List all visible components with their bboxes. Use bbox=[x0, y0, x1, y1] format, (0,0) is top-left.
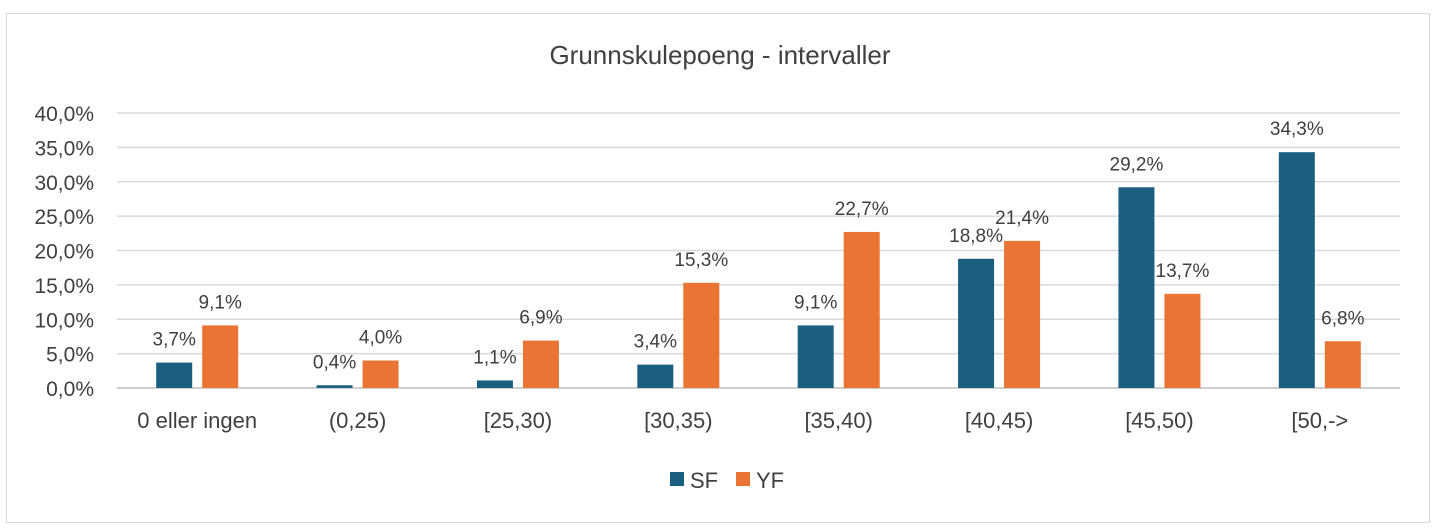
gridlines bbox=[117, 112, 1400, 389]
chart-title: Grunnskulepoeng - intervaller bbox=[549, 40, 890, 70]
data-label-sf: 3,7% bbox=[153, 330, 196, 351]
data-label-sf: 34,3% bbox=[1270, 119, 1324, 140]
data-label-sf: 9,1% bbox=[794, 292, 837, 313]
data-label-yf: 21,4% bbox=[995, 208, 1049, 229]
y-tick-label: 30,0% bbox=[34, 172, 94, 195]
y-tick-label: 10,0% bbox=[34, 309, 94, 332]
bar-sf bbox=[1278, 152, 1315, 388]
data-label-yf: 13,7% bbox=[1156, 261, 1210, 282]
data-label-sf: 29,2% bbox=[1110, 154, 1164, 175]
bar-yf bbox=[522, 340, 559, 388]
data-label-sf: 3,4% bbox=[634, 332, 677, 353]
y-tick-label: 5,0% bbox=[46, 344, 94, 367]
data-label-yf: 4,0% bbox=[359, 328, 402, 349]
legend-label-sf: SF bbox=[690, 468, 718, 493]
x-axis-categories: 0 eller ingen (0,25) [25,30) [30,35) [35,40)… bbox=[137, 408, 1348, 433]
bar-sf bbox=[637, 364, 674, 388]
y-tick-label: 40,0% bbox=[34, 103, 94, 126]
category-label: [35,40) bbox=[804, 408, 873, 433]
data-label-sf: 1,1% bbox=[473, 347, 516, 368]
category-label: [25,30) bbox=[484, 408, 553, 433]
bar-yf bbox=[1004, 240, 1041, 388]
bar-yf bbox=[683, 282, 720, 388]
data-label-sf: 18,8% bbox=[949, 226, 1003, 247]
data-label-yf: 6,8% bbox=[1321, 308, 1364, 329]
data-label-yf: 6,9% bbox=[519, 308, 562, 329]
legend-label-yf: YF bbox=[756, 468, 784, 493]
bar-sf bbox=[156, 362, 193, 388]
bar-sf bbox=[316, 385, 353, 388]
category-label: (0,25) bbox=[329, 408, 386, 433]
y-tick-label: 25,0% bbox=[34, 206, 94, 229]
chart-frame bbox=[6, 13, 1430, 523]
y-tick-label: 15,0% bbox=[34, 275, 94, 298]
category-label: [30,35) bbox=[644, 408, 713, 433]
bar-yf bbox=[1164, 293, 1201, 388]
category-label: [40,45) bbox=[965, 408, 1034, 433]
category-label: [50,-> bbox=[1291, 408, 1348, 433]
data-labels: 3,7%9,1%0,4%4,0%1,1%6,9%3,4%15,3%9,1%22,… bbox=[153, 119, 1365, 373]
y-tick-label: 0,0% bbox=[46, 378, 94, 401]
y-tick-label: 20,0% bbox=[34, 241, 94, 264]
data-label-sf: 0,4% bbox=[313, 352, 356, 373]
bar-yf bbox=[362, 360, 399, 388]
bar-sf bbox=[958, 258, 995, 388]
legend-swatch-sf bbox=[670, 472, 684, 486]
data-label-yf: 9,1% bbox=[199, 292, 242, 313]
bars bbox=[156, 152, 1361, 388]
bar-sf bbox=[476, 380, 513, 388]
legend: SF YF bbox=[670, 468, 784, 493]
bar-yf bbox=[202, 325, 239, 388]
legend-swatch-yf bbox=[736, 472, 750, 486]
data-label-yf: 22,7% bbox=[835, 199, 889, 220]
bar-yf bbox=[843, 231, 880, 388]
category-label: [45,50) bbox=[1125, 408, 1194, 433]
data-label-yf: 15,3% bbox=[674, 250, 728, 271]
category-label: 0 eller ingen bbox=[137, 408, 257, 433]
bar-sf bbox=[797, 325, 834, 388]
bar-yf bbox=[1324, 341, 1361, 388]
bar-sf bbox=[1118, 187, 1155, 388]
y-axis-ticks: 0,0% 5,0% 10,0% 15,0% 20,0% 25,0% 30,0% 35,0% 40… bbox=[34, 103, 94, 401]
y-tick-label: 35,0% bbox=[34, 137, 94, 160]
